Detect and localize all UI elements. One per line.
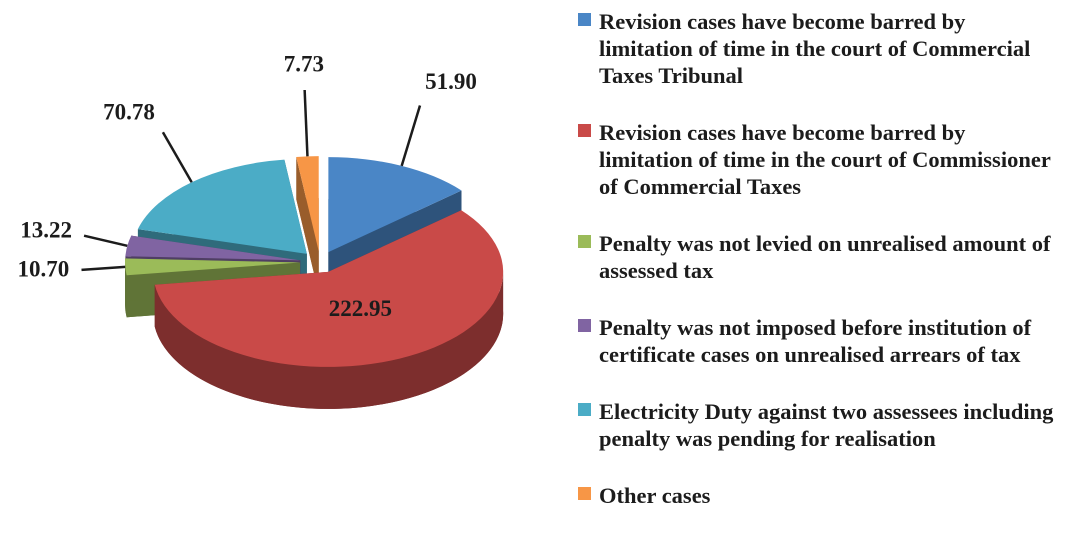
legend-item: Penalty was not levied on unrealised amo… [578,230,1058,284]
legend-swatch [578,13,591,26]
leader-line [83,234,128,248]
legend-item: Electricity Duty against two assessees i… [578,398,1058,452]
legend-label: Penalty was not imposed before instituti… [599,315,1032,367]
slice [296,156,319,252]
pie-chart: 51.90 222.95 10.70 13.22 70.78 7.73 [18,52,504,409]
data-label: 7.73 [284,52,324,77]
data-label: 222.95 [329,296,392,321]
slice [125,235,301,261]
slice-wall [296,156,319,294]
leader-line [161,131,193,183]
legend-swatch [578,235,591,248]
slice-side [125,262,127,318]
legend-swatch [578,487,591,500]
slice-side [154,271,504,409]
legend-label: Revision cases have become barred by lim… [599,120,1051,199]
slice [154,210,504,367]
legend-label: Revision cases have become barred by lim… [599,9,1031,88]
slice [125,258,301,276]
legend-item: Other cases [578,482,1058,509]
legend-item: Penalty was not imposed before instituti… [578,314,1058,368]
legend-swatch [578,124,591,137]
legend-label: Penalty was not levied on unrealised amo… [599,231,1051,283]
slice [328,157,462,253]
data-label: 51.90 [425,69,477,94]
data-label: 10.70 [18,256,70,281]
legend-label: Electricity Duty against two assessees i… [599,399,1054,451]
data-label: 70.78 [103,100,155,125]
slice [137,159,307,254]
leader-line [303,89,309,157]
legend-item: Revision cases have become barred by lim… [578,8,1058,89]
leader-line [81,265,126,272]
legend-label: Other cases [599,483,711,508]
legend: Revision cases have become barred by lim… [578,8,1058,509]
data-label: 13.22 [20,217,72,242]
legend-item: Revision cases have become barred by lim… [578,119,1058,200]
leader-line [400,105,422,167]
legend-swatch [578,403,591,416]
legend-swatch [578,319,591,332]
